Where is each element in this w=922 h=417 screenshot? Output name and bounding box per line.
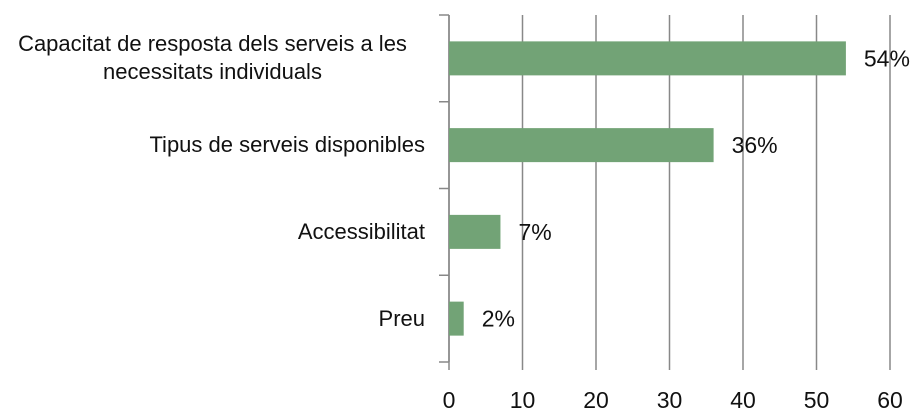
x-tick-label: 10 [510, 387, 536, 413]
data-label: 2% [482, 306, 515, 332]
bar [449, 128, 714, 163]
x-tick-label: 40 [730, 387, 756, 413]
bar [449, 214, 501, 249]
x-tick-label: 20 [583, 387, 609, 413]
data-label: 36% [732, 132, 778, 158]
x-tick-label: 60 [877, 387, 903, 413]
category-label: Accessibilitat [297, 218, 425, 244]
x-tick-label: 50 [804, 387, 830, 413]
data-label: 54% [864, 45, 910, 71]
category-label: Capacitat de resposta dels serveis a les… [18, 31, 407, 85]
bar [449, 301, 464, 336]
bar [449, 41, 846, 76]
category-label: Preu [378, 305, 425, 331]
x-tick-label: 30 [657, 387, 683, 413]
x-tick-label: 0 [443, 387, 456, 413]
data-label: 7% [518, 219, 551, 245]
category-label: Tipus de serveis disponibles [149, 132, 425, 158]
